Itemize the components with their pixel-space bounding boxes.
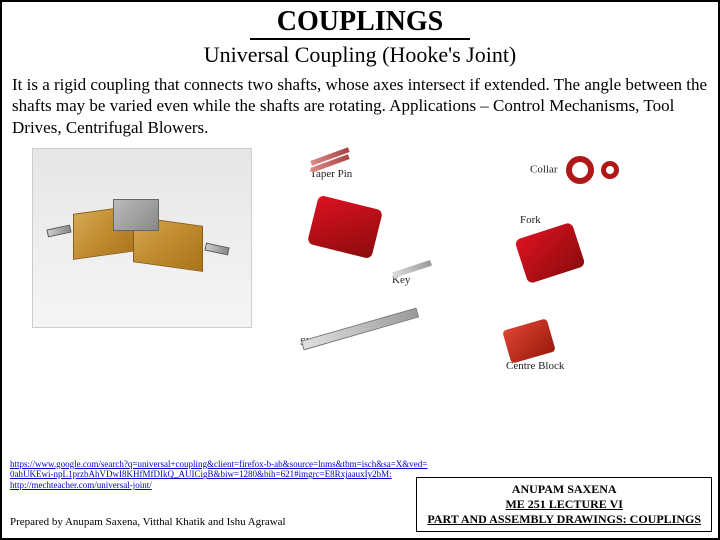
source-links: https://www.google.com/search?q=universa… bbox=[10, 459, 430, 490]
page-subtitle: Universal Coupling (Hooke's Joint) bbox=[2, 42, 718, 68]
images-row: Taper Pin Collar Fork Key Shaft Centre B… bbox=[2, 144, 718, 378]
title-underline bbox=[250, 38, 470, 40]
shaft-render-right bbox=[204, 242, 229, 255]
footer-lecture: ME 251 LECTURE VI bbox=[427, 497, 701, 512]
centre-block-part: Centre Block bbox=[506, 324, 564, 372]
footer-topic: PART AND ASSEMBLY DRAWINGS: COUPLINGS bbox=[427, 512, 701, 527]
source-link-1[interactable]: https://www.google.com/search?q=universa… bbox=[10, 459, 427, 479]
footer-box: ANUPAM SAXENA ME 251 LECTURE VI PART AND… bbox=[416, 477, 712, 532]
shaft-shape bbox=[301, 307, 419, 350]
fork-label: Fork bbox=[520, 214, 541, 226]
footer-author: ANUPAM SAXENA bbox=[427, 482, 701, 497]
fork-shape-a bbox=[307, 195, 383, 259]
page-title: COUPLINGS bbox=[2, 6, 718, 38]
shaft-part: Shaft bbox=[300, 324, 420, 348]
body-text: It is a rigid coupling that connects two… bbox=[2, 74, 718, 144]
centre-render bbox=[113, 199, 159, 231]
key-part: Key bbox=[392, 266, 432, 286]
taper-pin-part: Taper Pin bbox=[310, 154, 352, 180]
key-shape bbox=[392, 260, 432, 278]
collar-part: Collar bbox=[530, 156, 619, 184]
source-link-2[interactable]: http://mechteacher.com/universal-joint/ bbox=[10, 480, 152, 490]
centre-block-shape bbox=[502, 318, 556, 363]
collar-label: Collar bbox=[530, 163, 558, 175]
shaft-render-left bbox=[46, 224, 71, 237]
collar-ring-icon bbox=[601, 161, 619, 179]
exploded-diagram: Taper Pin Collar Fork Key Shaft Centre B… bbox=[270, 148, 650, 378]
fork-shape-b bbox=[514, 222, 585, 284]
prepared-by: Prepared by Anupam Saxena, Vitthal Khati… bbox=[10, 516, 286, 528]
collar-ring-icon bbox=[566, 156, 594, 184]
render-image bbox=[32, 148, 252, 328]
fork-part: Fork bbox=[520, 214, 580, 276]
